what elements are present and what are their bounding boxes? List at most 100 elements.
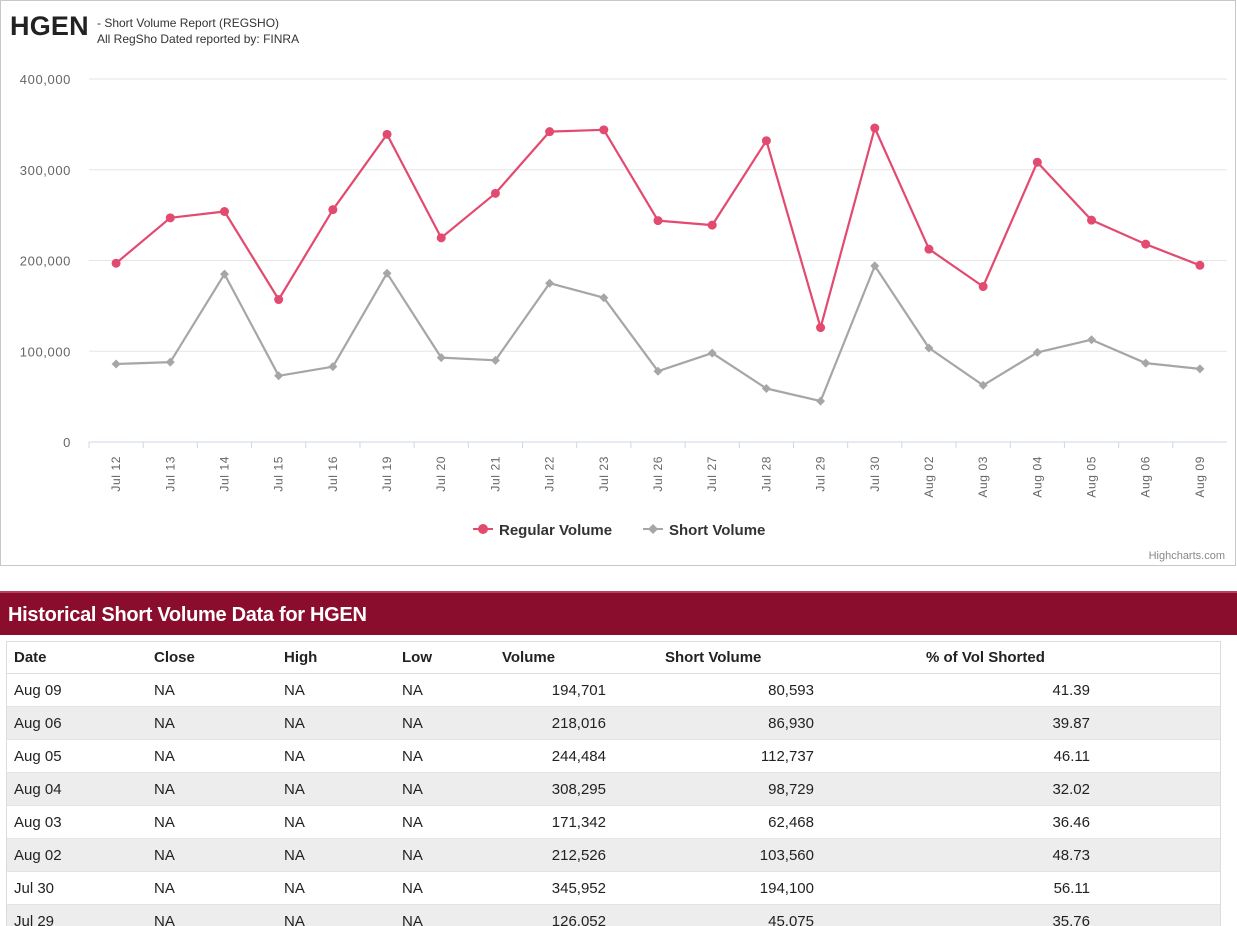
x-tick-label: Jul 26: [651, 456, 665, 492]
cell-high: NA: [284, 805, 402, 839]
cell-volume: 244,484: [502, 739, 606, 773]
cell-volume-value: 244,484: [551, 747, 606, 765]
cell-date: Aug 09: [7, 673, 154, 707]
cell-low: NA: [402, 772, 502, 806]
cell-volume: 345,952: [502, 871, 606, 905]
cell-volume: 212,526: [502, 838, 606, 872]
column-header-date: Date: [7, 641, 154, 674]
regular-volume-point: [707, 220, 717, 230]
table-row: Aug 05 NA NA NA 244,484 112,737 46.11: [7, 739, 1220, 773]
legend-marker-diamond: [648, 524, 658, 534]
regular-volume-point: [382, 129, 392, 139]
short-volume-point: [382, 268, 392, 278]
cell-date: Aug 04: [7, 772, 154, 806]
x-tick-label: Aug 04: [1030, 456, 1044, 498]
cell-high: NA: [284, 739, 402, 773]
cell-pct-shorted: 36.46: [814, 805, 1220, 839]
short-volume-point: [870, 261, 880, 271]
line-chart: 0 100,000 200,000 300,000 400,000 Jul 12 Jul 1…: [20, 72, 1227, 539]
cell-volume-value: 212,526: [551, 846, 606, 864]
x-tick-label: Jul 15: [272, 456, 286, 492]
x-tick-label: Jul 23: [597, 456, 611, 492]
table-row: Aug 03 NA NA NA 171,342 62,468 36.46: [7, 805, 1220, 839]
column-header-low: Low: [402, 641, 502, 674]
regular-volume-point: [219, 206, 229, 216]
table-panel-header: Historical Short Volume Data for HGEN: [0, 591, 1237, 635]
regular-volume-point: [1032, 157, 1042, 167]
cell-high: NA: [284, 838, 402, 872]
legend-short-volume: Short Volume: [669, 522, 765, 539]
cell-pct-shorted: 56.11: [814, 871, 1220, 905]
table-row: Jul 30 NA NA NA 345,952 194,100 56.11: [7, 871, 1220, 905]
y-tick-label: 0: [63, 435, 71, 450]
short-volume-point: [924, 343, 934, 353]
cell-low: NA: [402, 805, 502, 839]
column-header-pct-shorted: % of Vol Shorted: [814, 641, 1220, 674]
cell-date: Jul 29: [7, 904, 154, 926]
short-volume-table-wrapper: Date Close High Low Volume Short Volume …: [6, 641, 1221, 926]
x-tick-label: Jul 27: [705, 456, 719, 492]
x-tick-label: Jul 13: [163, 456, 177, 492]
short-volume-point: [111, 359, 121, 369]
short-volume-line: [116, 264, 1201, 403]
short-volume-point: [165, 357, 175, 367]
x-tick-label: Jul 20: [434, 456, 448, 492]
cell-low: NA: [402, 904, 502, 926]
x-tick-label: Jul 22: [543, 456, 557, 492]
cell-date: Aug 05: [7, 739, 154, 773]
x-tick-label: Aug 09: [1193, 456, 1207, 498]
cell-volume: 218,016: [502, 706, 606, 740]
x-tick-label: Aug 03: [976, 456, 990, 498]
cell-close: NA: [154, 904, 284, 926]
x-tick-label: Aug 05: [1085, 456, 1099, 498]
short-volume-point: [978, 380, 988, 390]
cell-volume-value: 194,701: [551, 681, 606, 699]
cell-pct-shorted: 48.73: [814, 838, 1220, 872]
cell-high: NA: [284, 706, 402, 740]
table-row: Jul 29 NA NA NA 126,052 45,075 35.76: [7, 904, 1220, 926]
short-volume-table: Date Close High Low Volume Short Volume …: [7, 641, 1220, 926]
cell-high: NA: [284, 871, 402, 905]
y-tick-label: 400,000: [20, 72, 71, 87]
cell-close: NA: [154, 838, 284, 872]
subtitle-line-2: All RegSho Dated reported by: FINRA: [97, 32, 300, 46]
x-tick-label: Jul 19: [380, 456, 394, 492]
cell-pct-shorted: 32.02: [814, 772, 1220, 806]
highcharts-credit[interactable]: Highcharts.com: [1148, 550, 1225, 562]
cell-volume: 194,701: [502, 673, 606, 707]
cell-close: NA: [154, 739, 284, 773]
x-tick-label: Jul 12: [109, 456, 123, 492]
cell-low: NA: [402, 739, 502, 773]
short-volume-point: [761, 383, 771, 393]
short-volume-point: [545, 278, 555, 288]
cell-volume-value: 218,016: [551, 714, 606, 732]
cell-low: NA: [402, 673, 502, 707]
regular-volume-point: [816, 323, 826, 333]
table-row: Aug 09 NA NA NA 194,701 80,593 41.39: [7, 673, 1220, 707]
regular-volume-point: [978, 282, 988, 292]
regular-volume-point: [1087, 215, 1097, 225]
column-header-short-volume: Short Volume: [606, 641, 814, 674]
cell-date: Jul 30: [7, 871, 154, 905]
x-tick-label: Jul 28: [759, 456, 773, 492]
column-header-close: Close: [154, 641, 284, 674]
cell-short-volume: 86,930: [606, 706, 814, 740]
table-header-row: Date Close High Low Volume Short Volume …: [7, 641, 1220, 674]
cell-volume: 126,052: [502, 904, 606, 926]
regular-volume-point: [761, 136, 771, 146]
cell-short-volume: 98,729: [606, 772, 814, 806]
short-volume-point: [1141, 358, 1151, 368]
table-row: Aug 06 NA NA NA 218,016 86,930 39.87: [7, 706, 1220, 740]
short-volume-point: [816, 396, 826, 406]
cell-short-volume: 80,593: [606, 673, 814, 707]
cell-low: NA: [402, 706, 502, 740]
cell-date: Aug 06: [7, 706, 154, 740]
regular-volume-point: [924, 244, 934, 254]
cell-short-volume: 103,560: [606, 838, 814, 872]
regular-volume-point: [1195, 260, 1205, 270]
y-tick-label: 100,000: [20, 344, 71, 359]
regular-volume-point: [111, 258, 121, 268]
x-tick-label: Jul 21: [488, 456, 502, 492]
table-row: Aug 04 NA NA NA 308,295 98,729 32.02: [7, 772, 1220, 806]
regular-volume-point: [1141, 239, 1151, 249]
